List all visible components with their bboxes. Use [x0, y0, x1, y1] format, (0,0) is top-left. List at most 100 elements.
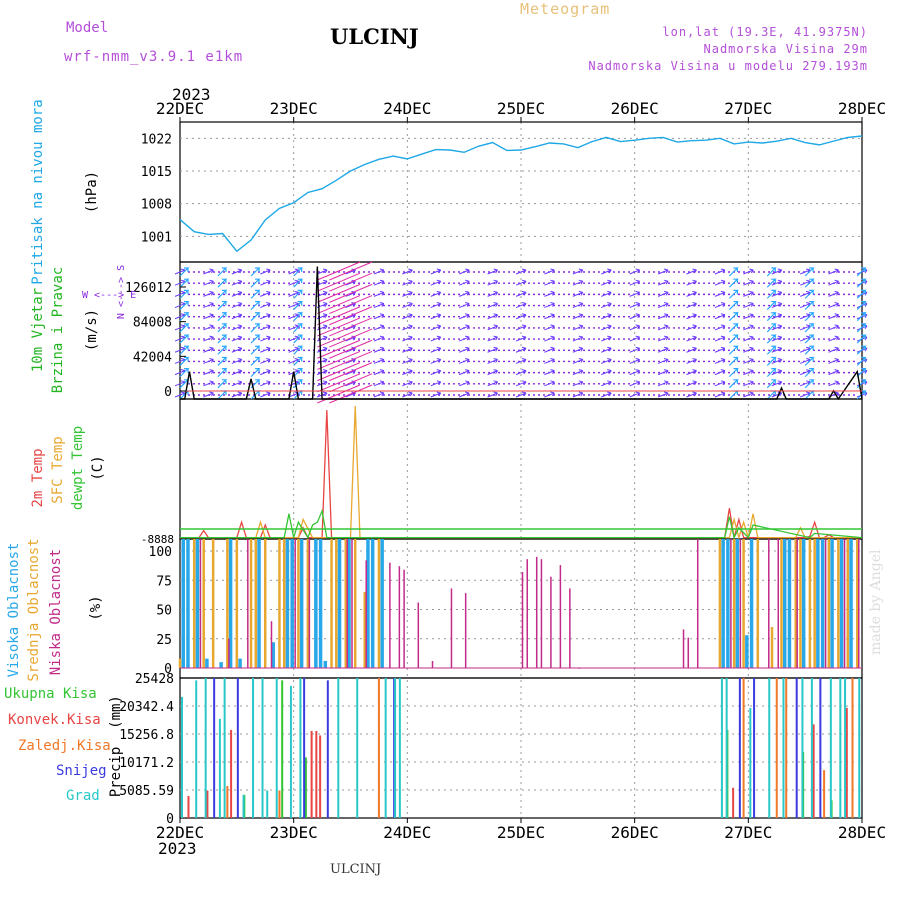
wind-arrow [743, 369, 754, 376]
wind-arrow [657, 346, 669, 353]
cloud-high-bar [219, 662, 223, 668]
hail-bar [858, 678, 861, 818]
cloud-low-bar [540, 559, 543, 668]
wind-arrow [686, 290, 697, 297]
wind-arrow [544, 357, 555, 364]
wind-arrow [544, 369, 555, 376]
rain-conv-bar [310, 731, 313, 818]
wind-arrow [544, 279, 555, 286]
wind-light-barb [728, 278, 739, 288]
wind-arrow [430, 346, 442, 353]
wind-arrow [430, 391, 442, 398]
wind-arrow [458, 279, 470, 286]
wind-arrow [203, 357, 214, 364]
wind-strong-barb [317, 317, 361, 337]
cloud-mid-bar [794, 539, 797, 668]
wind-light-barb [728, 379, 739, 389]
wind-arrow [203, 302, 214, 309]
cloud-high-bar [380, 539, 384, 668]
wind-arrow [458, 290, 470, 297]
wind-arrow [487, 335, 498, 342]
wind-arrow [657, 335, 669, 342]
wind-light-barb [293, 323, 304, 333]
wind-arrow [657, 268, 669, 275]
wind-arrow [203, 369, 214, 376]
wind-arrow [714, 302, 726, 309]
wind-arrow [203, 313, 214, 320]
cloud-mid-bar [799, 539, 802, 668]
wind-arrow [743, 279, 754, 286]
wind-arrow [714, 324, 726, 331]
wind-strong-barb [329, 317, 373, 337]
cloud-mid-bar [827, 539, 831, 668]
cloud-low-bar [450, 588, 453, 668]
hail-bar [337, 678, 340, 818]
hail-bar [725, 678, 728, 818]
pressure-units: (hPa) [84, 171, 100, 213]
wind-arrow [714, 290, 726, 297]
rain-total-bar [304, 757, 307, 818]
cloud-low-bar [824, 539, 827, 668]
cloud-high-bar [830, 539, 834, 668]
pressure-line [179, 135, 863, 253]
cloud-high-bar [839, 539, 844, 668]
wind-light-barb [179, 323, 190, 333]
wind-strong-barb [317, 384, 361, 404]
wind-light-barb [293, 289, 304, 299]
wind-arrow [629, 268, 641, 275]
wind-arrow [544, 302, 555, 309]
cloud-mid-bar [278, 539, 281, 668]
wind-light-barb [728, 312, 739, 322]
cloud-low-bar [417, 602, 420, 668]
wind-arrow [231, 324, 243, 331]
wind-arrow [828, 369, 839, 376]
wind-light-barb [856, 289, 867, 299]
cloud-low-bar [739, 539, 742, 668]
wind-arrow [487, 279, 498, 286]
wind-arrow [487, 346, 498, 353]
wind-arrow [572, 357, 584, 364]
pressure-y-tick: 1008 [141, 198, 172, 213]
wind-light-barb [293, 356, 304, 366]
cloud-low-bar [569, 588, 571, 668]
x-tick-top: 26DEC [611, 99, 659, 118]
wind-arrow [373, 391, 385, 398]
cloud-low-bar [294, 539, 296, 668]
wind-arrow [629, 369, 641, 376]
wind-arrow [629, 290, 641, 297]
cloud-low-bar [730, 539, 732, 668]
wind-arrow [203, 268, 214, 275]
wind-light-barb [804, 289, 815, 299]
cloud-low-bar [308, 539, 311, 668]
wind-strong-barb [329, 295, 373, 315]
wind-arrow [686, 313, 697, 320]
wind-arrow [402, 391, 413, 398]
wind-light-barb [804, 368, 815, 378]
wind-arrow [487, 324, 498, 331]
snow-bar [753, 678, 756, 818]
wind-arrow [629, 391, 641, 398]
wind-arrow [402, 279, 413, 286]
wind-light-barb [856, 267, 867, 277]
x-tick-bottom: 22DEC [156, 823, 204, 842]
wind-arrow [743, 357, 754, 364]
wind-arrow [203, 290, 214, 297]
wind-light-barb [856, 345, 867, 355]
wind-y-tick: 0 [164, 385, 172, 400]
cloud-high-bar [726, 539, 730, 668]
wind-light-barb [766, 356, 777, 366]
cloud-low-bar [843, 539, 846, 668]
wind-arrow [828, 268, 839, 275]
wind-arrow [515, 357, 527, 364]
precip-legend-item: Snijeg [56, 763, 107, 779]
wind-arrow [260, 324, 271, 331]
cloud-mid-bar [178, 658, 182, 668]
wind-light-barb [766, 334, 777, 344]
pressure-y-tick: 1022 [141, 132, 172, 147]
wind-light-barb [179, 312, 190, 322]
cloud-mid-bar [363, 591, 366, 668]
wind-arrow [743, 290, 754, 297]
rain-frozen-bar [377, 678, 380, 818]
wind-arrow [515, 313, 527, 320]
